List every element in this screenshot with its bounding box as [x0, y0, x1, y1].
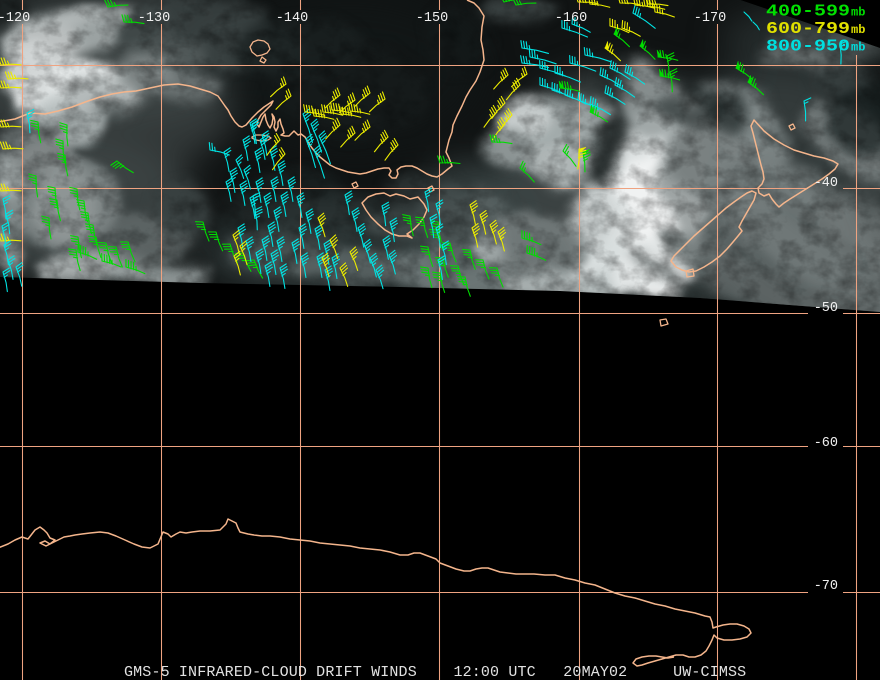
svg-text:-130: -130: [138, 11, 170, 26]
svg-text:mb: mb: [851, 6, 865, 20]
svg-text:400-599: 400-599: [766, 2, 850, 21]
svg-text:mb: mb: [851, 41, 865, 55]
svg-text:-120: -120: [0, 11, 30, 26]
svg-text:-150: -150: [416, 11, 448, 26]
svg-text:mb: mb: [851, 23, 865, 37]
svg-text:-160: -160: [555, 11, 587, 26]
svg-text:-50: -50: [814, 301, 838, 316]
svg-text:-140: -140: [276, 11, 308, 26]
svg-text:800-950: 800-950: [766, 37, 850, 56]
svg-text:-70: -70: [814, 579, 838, 594]
svg-text:-60: -60: [814, 436, 838, 451]
svg-text:GMS-5 INFRARED-CLOUD DRIFT WIN: GMS-5 INFRARED-CLOUD DRIFT WINDS 12:00 U…: [124, 664, 746, 680]
svg-text:-40: -40: [814, 176, 838, 191]
svg-text:600-799: 600-799: [766, 19, 850, 38]
svg-text:-170: -170: [694, 11, 726, 26]
